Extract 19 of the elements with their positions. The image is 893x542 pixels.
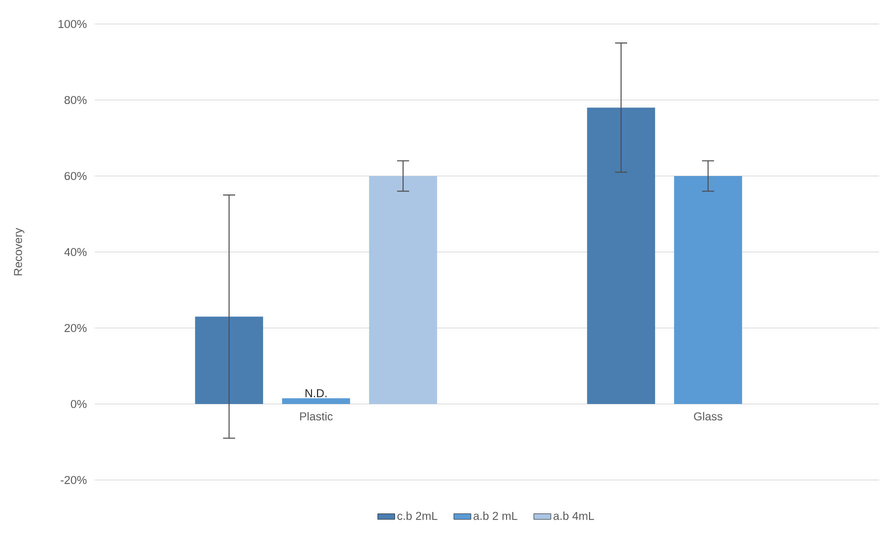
bar	[282, 398, 350, 404]
bar	[587, 108, 656, 404]
y-tick-label: 20%	[64, 324, 87, 332]
legend-label: a.b 2 mL	[474, 512, 518, 520]
y-tick-label: 0%	[70, 400, 87, 408]
y-tick-label: 40%	[64, 248, 87, 256]
legend-label: c.b 2mL	[397, 512, 438, 520]
bar	[195, 316, 264, 404]
bar	[674, 176, 742, 404]
y-axis-title: Recovery	[14, 228, 24, 276]
y-tick-label: 60%	[64, 172, 87, 180]
x-tick-label: Glass	[694, 412, 722, 420]
y-tick-label: 80%	[64, 96, 87, 104]
x-tick-label: Plastic	[300, 412, 333, 420]
bar	[369, 176, 438, 404]
y-tick-label: -20%	[60, 476, 87, 484]
data-label: N.D.	[306, 389, 327, 398]
legend-label: a.b 4mL	[554, 512, 594, 520]
y-tick-label: 100%	[58, 20, 87, 28]
